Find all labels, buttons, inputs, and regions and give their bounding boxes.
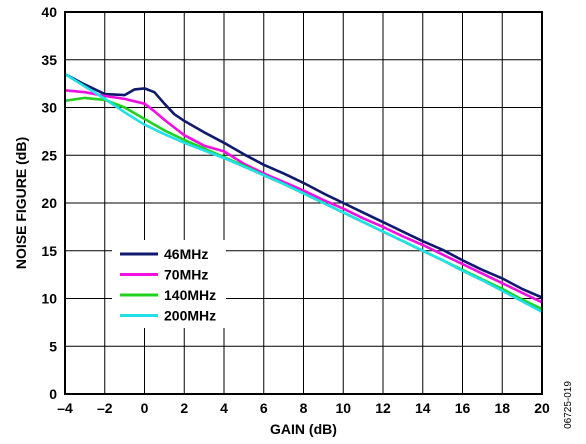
- y-tick-label: 0: [49, 386, 57, 402]
- x-tick-label: –4: [57, 400, 73, 416]
- y-tick-label: 35: [41, 52, 57, 68]
- plot-frame: [64, 11, 543, 395]
- series-line-70MHz: [64, 89, 543, 304]
- y-tick-label: 5: [49, 338, 57, 354]
- x-tick-label: 4: [220, 400, 228, 416]
- x-tick-labels: –4 –2 0 2 4 6 8 10 12 14 16 18 20: [57, 400, 550, 416]
- x-tick-label: –2: [97, 400, 113, 416]
- x-axis-label: GAIN (dB): [270, 421, 337, 437]
- x-tick-label: 2: [180, 400, 188, 416]
- legend-label: 70MHz: [164, 267, 208, 283]
- y-tick-label: 10: [41, 291, 57, 307]
- x-tick-label: 18: [494, 400, 510, 416]
- x-tick-label: 10: [335, 400, 351, 416]
- x-tick-label: 8: [300, 400, 308, 416]
- x-tick-label: 12: [375, 400, 391, 416]
- x-tick-label: 0: [141, 400, 149, 416]
- y-tick-label: 40: [41, 4, 57, 20]
- y-tick-label: 25: [41, 147, 57, 163]
- y-tick-labels: 0 5 10 15 20 25 30 35 40: [41, 4, 57, 402]
- figure-id: 06725-019: [563, 381, 574, 429]
- x-tick-label: 20: [534, 400, 550, 416]
- legend-label: 140MHz: [164, 287, 216, 303]
- y-tick-label: 15: [41, 243, 57, 259]
- grid: [64, 11, 543, 395]
- series-lines: [64, 72, 543, 314]
- y-axis-label: NOISE FIGURE (dB): [13, 137, 29, 269]
- x-tick-label: 16: [455, 400, 471, 416]
- y-tick-label: 30: [41, 100, 57, 116]
- x-tick-label: 6: [260, 400, 268, 416]
- legend-label: 200MHz: [164, 308, 216, 324]
- legend: 46MHz 70MHz 140MHz 200MHz: [112, 240, 226, 328]
- x-tick-label: 14: [415, 400, 431, 416]
- series-line-46MHz: [64, 72, 543, 299]
- y-tick-label: 20: [41, 195, 57, 211]
- legend-label: 46MHz: [164, 246, 208, 262]
- series-line-200MHz: [64, 72, 543, 314]
